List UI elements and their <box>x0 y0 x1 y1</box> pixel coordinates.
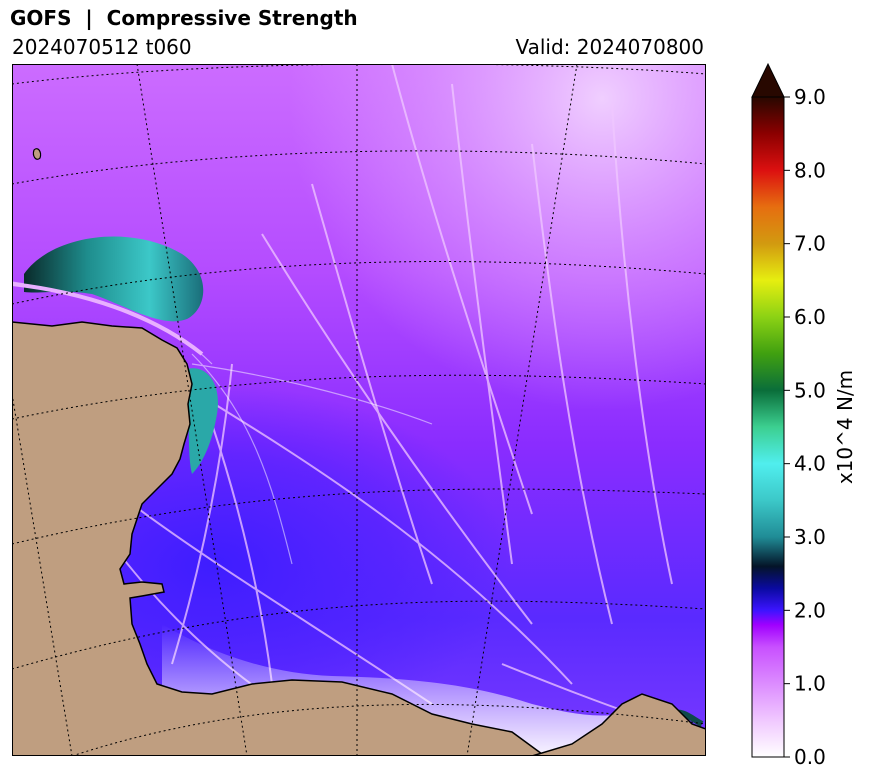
colorbar-tick-label: 8.0 <box>794 158 826 182</box>
colorbar-tick-label: 1.0 <box>794 672 826 696</box>
colorbar: 0.0 1.0 2.0 3.0 4.0 5.0 6.0 7.0 8.0 9.0 <box>751 62 826 765</box>
graticule <box>12 64 706 756</box>
island <box>32 148 42 160</box>
colorbar-scale <box>751 96 785 758</box>
colorbar-tick-label: 3.0 <box>794 525 826 549</box>
colorbar-tick-label: 4.0 <box>794 452 826 476</box>
land-west <box>12 321 706 756</box>
map-frame <box>12 64 706 756</box>
land-southeast <box>531 693 706 756</box>
map-title: GOFS | Compressive Strength <box>10 6 358 30</box>
colorbar-tick-label: 7.0 <box>794 232 826 256</box>
colorbar-tick-label: 6.0 <box>794 305 826 329</box>
high-strength-band <box>24 236 204 322</box>
colorbar-tick-label: 0.0 <box>794 745 826 765</box>
valid-time-label: Valid: 2024070800 <box>515 35 704 59</box>
colorbar-tick-label: 5.0 <box>794 378 826 402</box>
sea-ice-map <box>12 64 706 756</box>
colorbar-tick-label: 2.0 <box>794 598 826 622</box>
run-time-label: 2024070512 t060 <box>12 35 192 59</box>
colorbar-tick-label: 9.0 <box>794 85 826 109</box>
colorbar-extend-arrow <box>751 62 785 98</box>
ice-leads <box>111 64 673 725</box>
colorbar-unit-label: x10^4 N/m <box>833 369 857 485</box>
